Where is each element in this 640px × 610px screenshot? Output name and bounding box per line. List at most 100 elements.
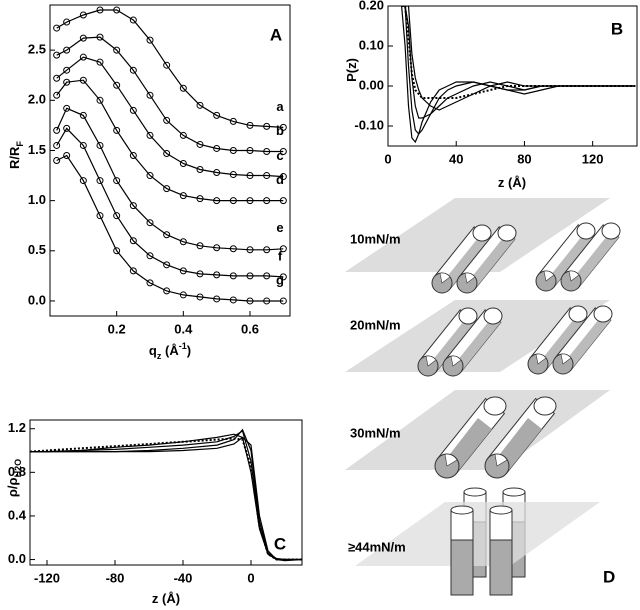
- data-point: [96, 6, 104, 14]
- data-point: [79, 76, 87, 84]
- data-point: [229, 171, 237, 179]
- data-point: [96, 212, 104, 220]
- y-tick-label: 0.20: [359, 0, 384, 12]
- series-label: f: [278, 248, 283, 263]
- pressure-label: 10mN/m: [350, 231, 401, 246]
- data-point: [246, 121, 254, 129]
- diagram-d: 10mN/m 20mN/m 30mN/m ≥44mN/m D: [345, 198, 621, 596]
- series-label: g: [276, 272, 284, 287]
- data-point: [146, 36, 154, 44]
- data-point: [213, 111, 221, 119]
- pressure-label: 30mN/m: [350, 425, 401, 440]
- label-part: q: [149, 343, 157, 358]
- series-line: [56, 154, 284, 302]
- data-point: [163, 287, 171, 295]
- data-point: [179, 131, 187, 139]
- frame: [387, 5, 638, 147]
- series-label: a: [276, 99, 284, 114]
- data-point: [196, 140, 204, 148]
- data-point: [146, 279, 154, 287]
- data-point: [53, 51, 61, 59]
- label-part: -1: [179, 341, 187, 351]
- x-tick-label: -80: [106, 570, 125, 585]
- data-point: [213, 295, 221, 303]
- data-point: [63, 66, 71, 74]
- series-line: [56, 9, 284, 128]
- data-point: [279, 273, 287, 281]
- data-point: [146, 219, 154, 227]
- data-point: [279, 173, 287, 181]
- data-point: [63, 104, 71, 112]
- data-point: [113, 177, 121, 185]
- panel-label: B: [611, 19, 623, 38]
- data-point: [113, 247, 121, 255]
- y-tick-label: 1.5: [28, 142, 46, 157]
- data-point: [96, 141, 104, 149]
- data-point: [279, 297, 287, 305]
- data-point: [113, 6, 121, 14]
- data-point: [146, 172, 154, 180]
- data-point: [246, 297, 254, 305]
- plane: [355, 502, 600, 566]
- x-tick-label: 80: [517, 151, 531, 166]
- y-tick-label: 2.0: [28, 92, 46, 107]
- series-line: [56, 79, 284, 202]
- data-point: [53, 141, 61, 149]
- data-point: [263, 147, 271, 155]
- label-part: z: [157, 351, 162, 361]
- data-point: [113, 81, 121, 89]
- data-point: [279, 197, 287, 205]
- series-line: [30, 436, 302, 562]
- data-point: [213, 197, 221, 205]
- y-tick-label: 1.2: [8, 420, 26, 435]
- y-tick-label: 1.0: [28, 192, 46, 207]
- plot-area: [401, 6, 636, 144]
- data-point: [263, 272, 271, 280]
- data-point: [129, 237, 137, 245]
- y-tick-label: -0.10: [354, 117, 384, 132]
- data-point: [113, 126, 121, 134]
- panel-label: A: [270, 25, 282, 44]
- data-point: [96, 177, 104, 185]
- series-label: e: [276, 220, 283, 235]
- label-part: ): [187, 343, 191, 358]
- data-point: [196, 293, 204, 301]
- data-point: [213, 169, 221, 177]
- data-point: [53, 74, 61, 82]
- data-point: [196, 270, 204, 278]
- data-point: [163, 185, 171, 193]
- series-label: c: [276, 148, 283, 163]
- series-label: d: [276, 172, 284, 187]
- data-point: [279, 245, 287, 253]
- data-point: [163, 261, 171, 269]
- pressure-label: 20mN/m: [350, 317, 401, 332]
- x-tick-label: 0.6: [241, 321, 259, 336]
- plot-area: [53, 6, 287, 305]
- data-point: [79, 177, 87, 185]
- data-point: [79, 34, 87, 42]
- data-point: [196, 101, 204, 109]
- data-point: [196, 242, 204, 250]
- data-point: [263, 297, 271, 305]
- series-line: [56, 127, 284, 278]
- data-point: [63, 124, 71, 132]
- data-point: [53, 91, 61, 99]
- panel-label: D: [603, 567, 615, 586]
- data-point: [246, 197, 254, 205]
- data-point: [263, 197, 271, 205]
- data-point: [163, 231, 171, 239]
- data-point: [113, 212, 121, 220]
- data-point: [179, 238, 187, 246]
- data-point: [79, 53, 87, 61]
- x-tick-label: 0.4: [174, 321, 193, 336]
- series-line: [401, 6, 636, 99]
- data-point: [213, 144, 221, 152]
- data-point: [53, 24, 61, 32]
- y-tick-label: 0.8: [8, 464, 26, 479]
- data-point: [279, 123, 287, 131]
- data-point: [129, 202, 137, 210]
- y-tick-label: 0.00: [359, 77, 384, 92]
- pressure-label: ≥44mN/m: [348, 539, 406, 554]
- series-line: [401, 6, 636, 111]
- data-point: [196, 195, 204, 203]
